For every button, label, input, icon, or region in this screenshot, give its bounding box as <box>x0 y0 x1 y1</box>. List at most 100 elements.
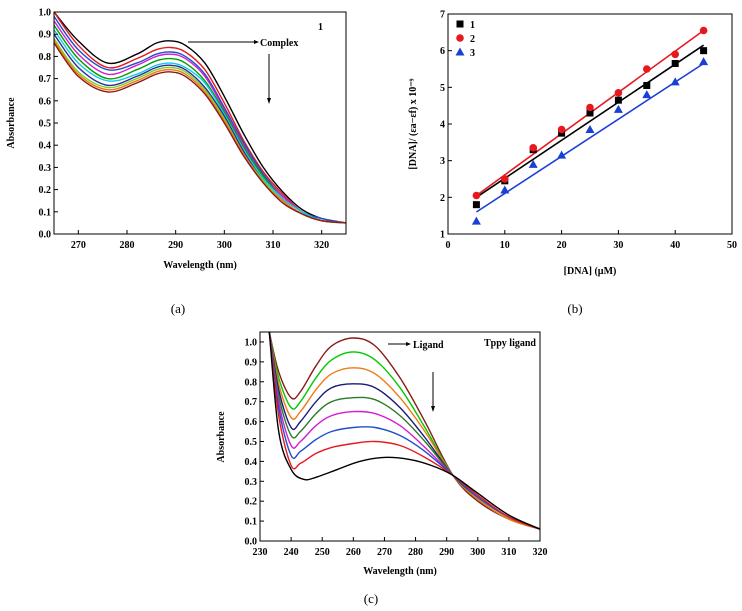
panel-a-curve-6 <box>53 29 347 224</box>
panel-a-xtick-label: 270 <box>71 240 86 251</box>
panel-b-point-2 <box>472 191 481 200</box>
panel-b-point-3 <box>500 185 510 194</box>
panel-c-curve-7 <box>268 331 541 530</box>
panel-b-legend-marker-3 <box>455 47 465 56</box>
panel-a-curve-10 <box>53 42 347 224</box>
panel-a-xtick-label: 310 <box>266 240 281 251</box>
panel-c-label: Tppy ligand <box>484 338 536 349</box>
panel-c-curve-3 <box>268 331 541 530</box>
panel-c-y-ticks: 0.0 0.1 0.2 0.3 0.4 0.5 0.6 0.7 0.8 0.9 1.0 <box>245 337 264 548</box>
panel-a-ytick-label: 0.7 <box>39 74 52 85</box>
panel-b-points <box>471 26 709 225</box>
panel-b-point-3 <box>670 77 680 86</box>
panel-b-x-ticks: 0 10 20 30 40 50 <box>446 230 737 251</box>
panel-b-point-2 <box>529 144 537 152</box>
panel-c-ytick-label: 0.9 <box>245 357 258 368</box>
panel-c-ytick-label: 0.0 <box>245 537 258 548</box>
panel-c-xtick-label: 280 <box>408 547 423 558</box>
panel-c-xtick-label: 310 <box>501 547 516 558</box>
panel-b-point-1 <box>671 60 679 67</box>
panel-a-xtick-label: 320 <box>314 240 329 251</box>
panel-b-fit-line-3 <box>475 62 705 213</box>
panel-c-curve-8 <box>268 331 541 530</box>
panel-b-ytick-label: 5 <box>440 83 445 94</box>
panel-c-ytick-label: 0.1 <box>245 517 258 528</box>
panel-c-xlabel: Wavelength (nm) <box>363 566 437 577</box>
panel-c-ytick-label: 1.0 <box>245 337 258 348</box>
panel-b-xtick-label: 10 <box>500 240 510 251</box>
panel-b-point-3 <box>471 216 481 225</box>
panel-b-point-3 <box>585 125 595 133</box>
panel-a-down-arrowhead <box>267 98 271 104</box>
panel-c-xtick-label: 320 <box>533 547 548 558</box>
panel-c-ligand-label: Ligand <box>413 340 444 351</box>
panel-a-ytick-label: 0.5 <box>39 119 52 130</box>
panel-c-ytick-label: 0.8 <box>245 377 258 388</box>
panel-a-curve-3 <box>53 15 347 224</box>
panel-b-legend: 1 2 3 <box>455 20 475 59</box>
panel-c-caption: (c) <box>364 591 378 606</box>
panel-a-ylabel: Absorbance <box>6 97 17 149</box>
panel-c-curve-5 <box>268 331 541 530</box>
panel-a-curve-5 <box>53 24 347 224</box>
panel-b: 1 2 3 4 5 6 7 0 10 20 30 40 50 [DNA] (µM) [DNA]/ (ε… <box>408 10 737 317</box>
panel-a-y-ticks: 0.0 0.1 0.2 0.3 0.4 0.5 0.6 0.7 0.8 0.9 1.0 <box>39 8 58 241</box>
panel-b-point-1 <box>472 201 480 209</box>
panel-a-ytick-label: 0.8 <box>39 52 52 63</box>
panel-c-x-ticks: 230 240 250 260 270 280 290 300 310 320 <box>253 537 548 558</box>
panel-a-xtick-label: 300 <box>217 240 232 251</box>
panel-b-ytick-label: 6 <box>440 46 445 57</box>
panel-b-point-1 <box>700 47 708 55</box>
panel-a-frame <box>53 11 347 235</box>
panel-c-xtick-label: 250 <box>315 547 330 558</box>
panel-c-xtick-label: 300 <box>470 547 485 558</box>
panel-c-xtick-label: 290 <box>439 547 454 558</box>
panel-b-point-3 <box>642 90 652 99</box>
panel-b-point-2 <box>501 175 509 183</box>
panel-a-xlabel: Wavelength (nm) <box>163 260 237 271</box>
panel-b-ytick-label: 2 <box>440 193 445 204</box>
panel-b-point-1 <box>643 82 651 89</box>
panel-c-frame <box>259 331 541 542</box>
panel-a-xtick-label: 290 <box>168 240 183 251</box>
panel-a-curve-1 <box>53 11 347 224</box>
panel-a-caption: (a) <box>171 301 185 316</box>
panel-b-point-2 <box>671 50 679 59</box>
panel-a-xtick-label: 280 <box>120 240 135 251</box>
panel-b-legend-label-2: 2 <box>470 34 475 45</box>
panel-b-point-2 <box>643 65 651 73</box>
panel-a-curve-2 <box>53 11 347 224</box>
panel-a-complex-arrowhead <box>254 40 259 44</box>
panel-a-curves <box>53 11 347 224</box>
panel-a-ytick-label: 0.4 <box>39 141 52 152</box>
panel-b-point-2 <box>586 103 594 112</box>
panel-b-xtick-label: 50 <box>727 240 737 251</box>
panel-b-xlabel: [DNA] (µM) <box>564 266 617 277</box>
panel-c-ytick-label: 0.6 <box>245 417 258 428</box>
panel-c-curves <box>268 331 541 530</box>
panel-b-xtick-label: 40 <box>670 240 680 251</box>
panel-b-caption: (b) <box>567 301 582 316</box>
panel-b-point-3 <box>613 104 623 113</box>
panel-a-ytick-label: 0.3 <box>39 163 52 174</box>
panel-b-ytick-label: 1 <box>440 230 445 241</box>
panel-c-curve-9 <box>268 331 541 530</box>
panel-a-ytick-label: 0.0 <box>39 230 52 241</box>
panel-b-point-1 <box>586 109 594 117</box>
panel-a-ytick-label: 0.9 <box>39 30 52 41</box>
panel-a-label: 1 <box>318 22 323 33</box>
panel-b-legend-marker-1 <box>456 20 464 28</box>
panel-c-ytick-label: 0.2 <box>245 497 258 508</box>
panel-b-frame <box>447 13 733 235</box>
panel-b-point-1 <box>614 96 622 104</box>
panel-a-x-ticks: 270 280 290 300 310 320 <box>71 230 329 251</box>
panel-b-legend-label-3: 3 <box>470 48 475 59</box>
panel-b-ylabel: [DNA]/ (εa−εf) x 10⁻⁹ <box>408 78 419 169</box>
panel-b-fit-line-1 <box>475 44 705 198</box>
panel-a-ytick-label: 0.2 <box>39 185 52 196</box>
panel-b-point-3 <box>557 150 567 159</box>
panel-b-point-2 <box>614 89 623 97</box>
panel-c-ytick-label: 0.3 <box>245 477 258 488</box>
panel-b-point-2 <box>557 125 566 134</box>
panel-a-complex-label: Complex <box>260 38 298 49</box>
